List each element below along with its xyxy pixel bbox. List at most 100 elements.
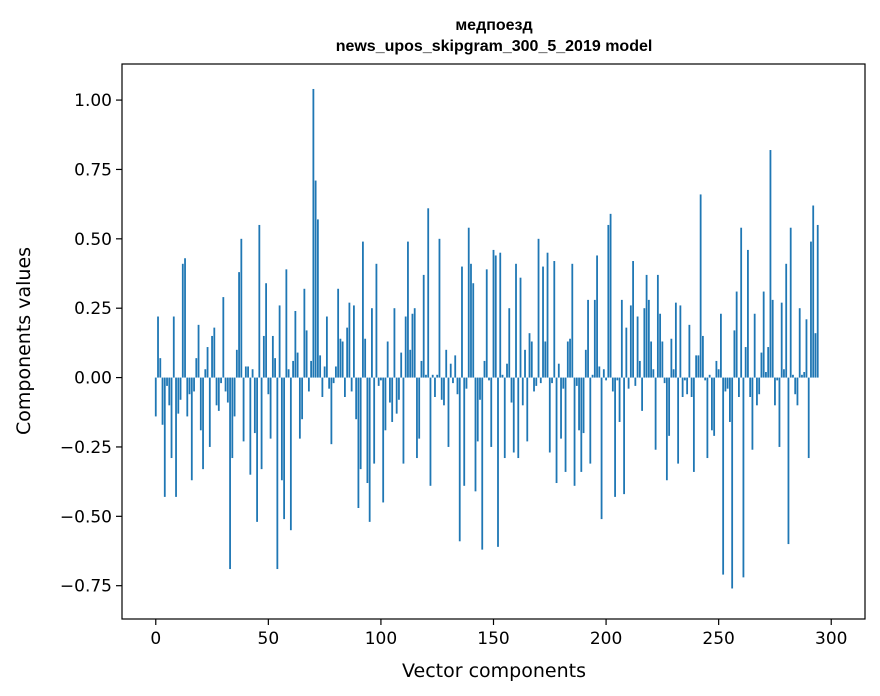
bar: [265, 283, 267, 378]
bar: [539, 377, 542, 384]
bar: [172, 316, 175, 378]
bar: [609, 213, 612, 378]
bar: [492, 249, 495, 378]
y-tick-label: −0.25: [60, 438, 112, 458]
bar: [600, 377, 603, 520]
bar: [253, 377, 256, 434]
bar: [623, 377, 625, 495]
bar: [163, 377, 166, 497]
x-tick-label: 0: [150, 629, 161, 649]
bar: [758, 377, 761, 395]
bar: [593, 299, 596, 378]
bar: [190, 377, 193, 481]
bar: [717, 369, 720, 378]
bar: [805, 319, 808, 378]
bar: [715, 360, 718, 378]
bar: [258, 224, 261, 378]
bar: [765, 372, 767, 378]
bar: [443, 377, 445, 406]
bar: [294, 310, 297, 378]
bar: [747, 249, 749, 378]
bar: [280, 377, 283, 481]
bar: [548, 377, 551, 453]
bar: [461, 266, 463, 378]
bar: [456, 377, 459, 395]
bar: [816, 224, 819, 378]
bar: [659, 313, 662, 378]
bar: [181, 263, 184, 378]
bar: [440, 377, 443, 400]
bar: [742, 377, 745, 578]
bar: [344, 377, 346, 397]
bar: [233, 377, 236, 417]
bar: [767, 347, 770, 378]
bar: [229, 377, 231, 570]
bar: [699, 194, 702, 378]
bar: [591, 374, 594, 378]
bar: [242, 377, 245, 442]
y-axis-label: Components values: [13, 247, 35, 435]
bar: [445, 349, 448, 378]
bar: [810, 241, 812, 378]
bar: [375, 263, 378, 378]
bar: [321, 377, 324, 397]
bar: [463, 377, 466, 486]
bar: [202, 377, 204, 470]
bar: [708, 374, 711, 378]
bar: [512, 377, 515, 453]
bar: [177, 377, 180, 414]
bar: [665, 377, 668, 481]
bar: [722, 377, 725, 575]
bar: [506, 363, 508, 378]
bar: [760, 352, 763, 378]
y-tick-label: −0.75: [60, 577, 112, 597]
y-tick-label: 0.00: [74, 369, 112, 389]
bar: [803, 372, 806, 378]
bar: [494, 255, 497, 378]
bar: [208, 377, 211, 447]
bar: [325, 316, 328, 378]
bar: [184, 258, 186, 378]
bar: [551, 377, 553, 384]
x-tick-label: 100: [365, 629, 397, 649]
x-tick-label: 150: [477, 629, 509, 649]
x-tick-label: 50: [258, 629, 280, 649]
bar: [697, 355, 700, 378]
bar: [474, 377, 477, 492]
bar: [287, 369, 290, 378]
bar: [756, 377, 758, 406]
bar: [589, 377, 592, 464]
bar: [298, 377, 301, 439]
bar: [724, 377, 727, 392]
bar: [271, 335, 274, 378]
bar: [292, 360, 295, 378]
bar: [380, 377, 382, 381]
bar: [452, 377, 454, 384]
bar: [301, 377, 304, 420]
bar: [274, 358, 276, 378]
bar: [168, 377, 171, 406]
bar: [357, 377, 360, 508]
bar: [632, 261, 634, 378]
bar: [323, 366, 326, 378]
bar: [431, 374, 434, 378]
bar: [220, 377, 222, 384]
bar: [542, 266, 544, 378]
bar: [645, 274, 648, 378]
bar: [769, 150, 772, 378]
bar: [798, 308, 801, 378]
bar: [224, 377, 227, 392]
bar: [787, 377, 790, 545]
bar: [771, 299, 774, 378]
bar: [611, 377, 614, 392]
bar: [346, 327, 349, 378]
bar: [157, 316, 159, 378]
bar: [332, 377, 335, 384]
bar: [310, 360, 313, 378]
bar: [213, 327, 216, 378]
bar: [368, 377, 371, 522]
bar: [391, 377, 394, 422]
bar: [789, 227, 792, 378]
bar: [262, 335, 265, 378]
x-tick-label: 200: [590, 629, 622, 649]
